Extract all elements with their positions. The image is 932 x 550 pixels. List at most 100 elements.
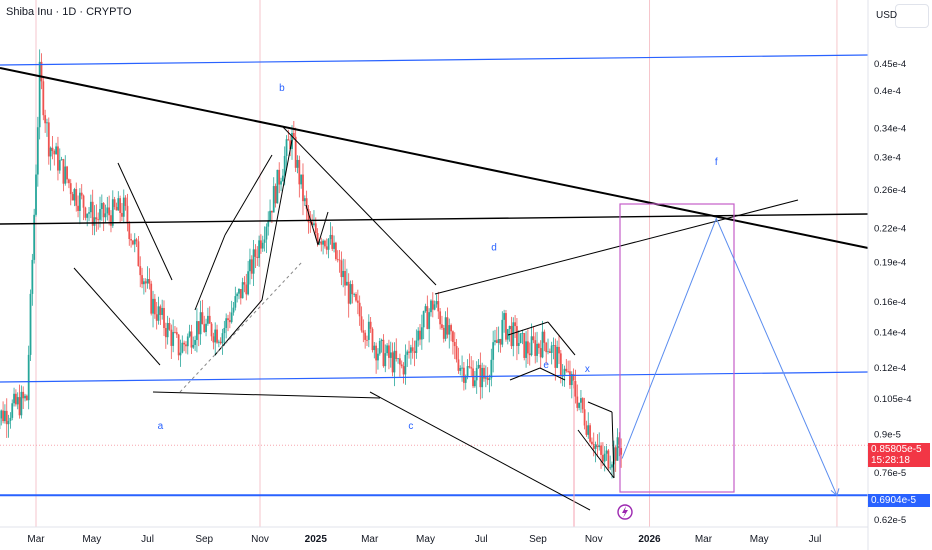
- candle-body: [274, 186, 277, 204]
- x-tick-label: May: [416, 534, 435, 545]
- candle-body: [38, 61, 41, 128]
- candle-body: [280, 181, 282, 185]
- candle-body: [305, 198, 308, 210]
- wave-segment: [611, 411, 615, 479]
- candle-body: [532, 336, 535, 341]
- candle-body: [483, 367, 485, 379]
- candle-body: [263, 239, 266, 243]
- candle-body: [415, 340, 418, 353]
- x-axis: Mar May Jul Sep Nov 2025 Mar May Jul Sep Nov 2026 Ma…: [0, 526, 868, 550]
- candle-body: [620, 448, 623, 455]
- candle-body: [369, 321, 372, 329]
- candle-body: [397, 358, 399, 360]
- candle-body: [358, 302, 361, 317]
- candle-body: [592, 444, 595, 449]
- currency-label[interactable]: USD: [876, 10, 898, 21]
- candle-body: [523, 333, 526, 358]
- candle-body: [208, 315, 211, 324]
- candle-body: [466, 366, 469, 377]
- candles: [0, 49, 623, 479]
- candle-body: [512, 322, 515, 347]
- candle-body: [99, 209, 101, 220]
- candle-body: [137, 241, 140, 267]
- candle-body: [581, 398, 584, 410]
- candle-body: [4, 410, 6, 422]
- wave-segment: [261, 139, 293, 301]
- candle-body: [221, 333, 224, 344]
- candle-body: [300, 174, 303, 185]
- candle-body: [122, 197, 125, 217]
- candle-body: [298, 159, 301, 185]
- candle-body: [25, 395, 28, 401]
- candle-body: [497, 338, 500, 343]
- wave-b-c-line: [281, 125, 437, 286]
- wave-labels: a b c d e x f: [158, 83, 718, 432]
- candle-body: [413, 351, 416, 353]
- candle-body: [360, 316, 363, 331]
- candle-body: [537, 343, 540, 349]
- candle-body: [117, 198, 120, 211]
- candle-body: [530, 336, 533, 356]
- candle-body: [88, 212, 90, 214]
- candle-body: [559, 353, 562, 377]
- candle-body: [563, 368, 566, 376]
- candle-body: [174, 331, 176, 333]
- candle-body: [578, 402, 581, 408]
- candle-body: [367, 321, 370, 340]
- candle-body: [146, 279, 149, 284]
- candle-body: [302, 174, 304, 202]
- candle-body: [419, 330, 421, 340]
- candle-body: [603, 453, 606, 462]
- candle-body: [591, 441, 593, 445]
- y-tick-label: 0.45e-4: [874, 59, 906, 70]
- candle-body: [49, 147, 52, 157]
- candle-body: [375, 345, 378, 361]
- candle-body: [155, 314, 158, 321]
- candle-body: [331, 234, 334, 249]
- projection-path: [621, 217, 838, 496]
- candle-body: [239, 289, 242, 299]
- candle-body: [108, 207, 111, 216]
- candle-body: [124, 197, 127, 206]
- symbol-title[interactable]: Shiba Inu · 1D · CRYPTO: [6, 6, 132, 18]
- lightning-icon: [622, 506, 628, 518]
- y-tick-label: 0.26e-4: [874, 185, 906, 196]
- currency-selector[interactable]: [895, 4, 929, 28]
- candle-body: [130, 239, 132, 241]
- candle-body: [583, 409, 586, 426]
- candle-body: [150, 283, 153, 314]
- candle-body: [47, 122, 50, 157]
- candle-body: [576, 396, 579, 408]
- candle-body: [78, 192, 81, 211]
- candle-body: [501, 319, 504, 345]
- x-tick-label: 2025: [305, 534, 328, 545]
- candle-body: [139, 266, 142, 276]
- candle-body: [448, 325, 451, 335]
- candle-body: [452, 331, 454, 342]
- candle-body: [488, 378, 491, 381]
- main-downtrend-line: [0, 67, 869, 249]
- candle-body: [545, 342, 548, 353]
- candle-body: [473, 380, 476, 387]
- candle-body: [104, 213, 107, 218]
- candle-body: [349, 284, 352, 304]
- support-price-tag: 0.6904e-5: [868, 494, 930, 507]
- wave-segment: [577, 429, 615, 479]
- candle-body: [102, 203, 105, 218]
- candle-body: [543, 331, 546, 343]
- candle-body: [212, 336, 215, 343]
- candle-body: [435, 301, 438, 305]
- candle-body: [406, 351, 409, 355]
- candle-body: [14, 393, 17, 405]
- upper-channel-line: [0, 54, 869, 66]
- y-tick-label: 0.3e-4: [874, 152, 901, 163]
- candle-body: [252, 249, 255, 274]
- candle-body: [366, 339, 368, 341]
- y-tick-label: 0.76e-5: [874, 468, 906, 479]
- candle-body: [269, 210, 271, 222]
- wave-label: b: [279, 83, 285, 94]
- candle-body: [521, 333, 524, 334]
- candle-body: [68, 179, 70, 184]
- candle-body: [234, 296, 237, 308]
